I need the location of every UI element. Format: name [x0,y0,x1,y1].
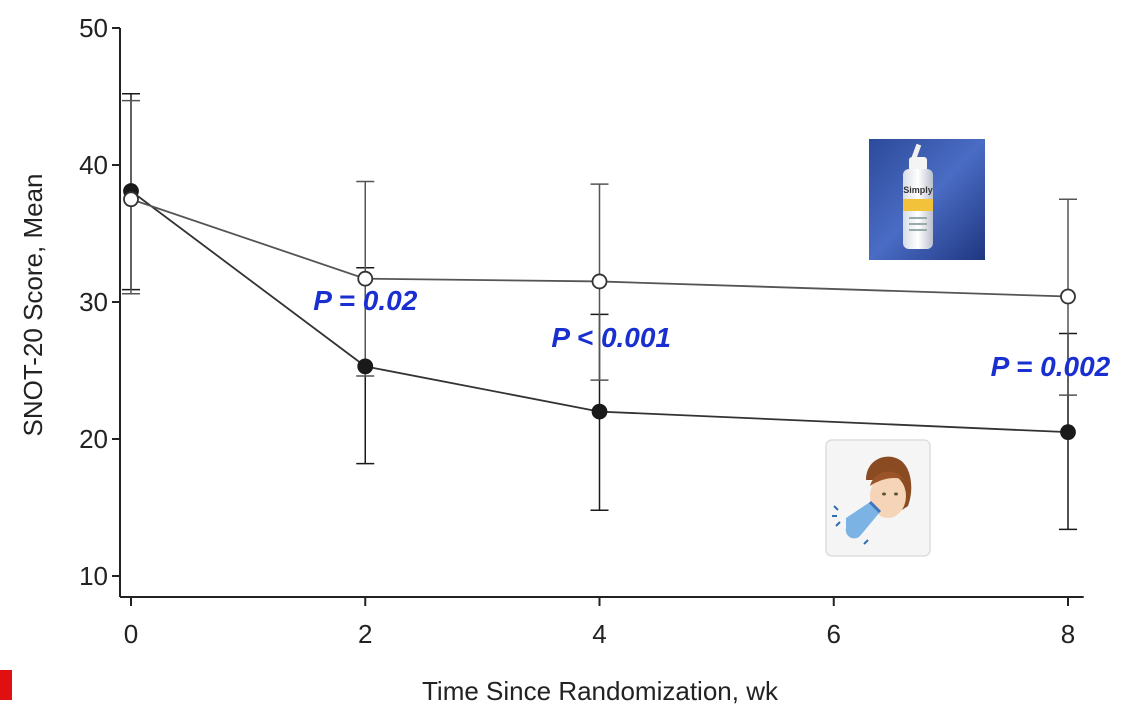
y-axis-title: SNOT-20 Score, Mean [18,174,48,437]
x-tick-label: 4 [592,619,606,649]
point-open [1060,288,1076,305]
y-tick-label: 20 [79,424,108,454]
y-tick-label: 30 [79,287,108,317]
series-line-open [130,198,1069,298]
x-tick-label: 6 [827,619,841,649]
x-tick-label: 0 [124,619,138,649]
point-filled [591,403,608,420]
spray-bottle-lettering: Simply [903,185,933,195]
point-filled [357,358,374,375]
x-tick-label: 8 [1061,619,1075,649]
x-tick-label: 2 [358,619,372,649]
point-open [357,270,374,287]
series-line-filled [130,190,1069,434]
red-corner-mark [0,670,12,700]
point-open [591,273,608,290]
data-points [123,183,1076,441]
y-tick-label: 10 [79,561,108,591]
saline-spray-bottle-image: Simply [869,139,985,260]
point-open [123,191,139,208]
point-filled [1060,424,1076,441]
nasal-irrigation-image [825,439,931,557]
p-value-annotation: P < 0.001 [551,322,671,353]
annotations: P = 0.02 P < 0.001 P = 0.002 [313,285,1110,382]
x-axis-title: Time Since Randomization, wk [422,676,779,706]
axes: 10 20 30 40 50 0 2 4 6 8 [79,13,1084,649]
y-tick-label: 40 [79,150,108,180]
series-lines [130,190,1069,434]
p-value-annotation: P = 0.02 [313,285,417,316]
p-value-annotation: P = 0.002 [991,351,1111,382]
y-tick-label: 50 [79,13,108,43]
